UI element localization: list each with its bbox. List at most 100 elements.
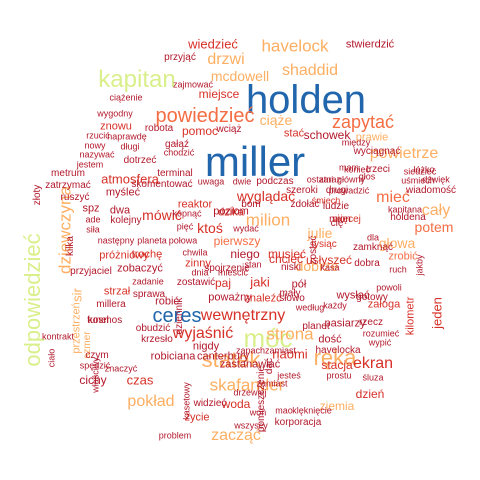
word-miejsce: przyjąć: [164, 52, 196, 63]
word-glowa: głowa: [378, 235, 416, 251]
word-rzecz: pasiarzy: [324, 317, 366, 330]
word-jestes: prostu: [326, 370, 352, 381]
word-robiciana: nigdy: [192, 340, 220, 353]
word-jakby: złoty: [32, 184, 43, 206]
word-zadanie: mieścić: [217, 267, 249, 278]
word-niego: paj: [214, 276, 232, 290]
word-julie: julie: [307, 225, 333, 241]
word-kazdy: wypić: [368, 337, 392, 348]
word-canterbury: robiciana: [150, 350, 196, 363]
word-sila: wydać: [233, 223, 259, 234]
word-dnia: zostawić: [176, 277, 216, 288]
word-podczas: dwie: [232, 176, 252, 187]
word-statek: statek: [201, 347, 261, 372]
word-zycie: woda: [221, 397, 251, 411]
word-dobra: wysłać: [336, 289, 370, 302]
word-wciaz: pomoc: [181, 124, 219, 138]
word-powoli: więcej: [333, 214, 361, 225]
word-rzucic: znowu: [100, 120, 132, 133]
word-millera: dnia: [191, 267, 209, 278]
word-naprawde: rzucić: [86, 130, 110, 141]
word-drzewiej: zamiast: [256, 378, 288, 389]
word-naomi: naomi: [272, 346, 308, 362]
word-lozko: siedzieć: [403, 166, 437, 177]
word-cie: kosmos: [87, 315, 123, 326]
word-powiedziec: powiedzieć: [155, 105, 255, 127]
word-dzwiek: uśmiech: [401, 175, 435, 186]
word-dac: zastanawiać: [219, 358, 281, 371]
word-wydac: kopnąć: [172, 208, 202, 219]
word-miec: mieć: [376, 189, 410, 206]
word-wiedziec: wiedzieć: [188, 36, 238, 52]
word-problem: korporacja: [274, 417, 322, 428]
word-wypic: rozumieć: [362, 328, 400, 339]
word-pierwszy: życie: [184, 411, 210, 424]
word-zinny: ktoś: [197, 220, 223, 236]
word-kolejny: ade: [85, 214, 101, 225]
word-kasa: stan: [244, 259, 262, 270]
word-maly: niski: [280, 262, 302, 273]
word-jaki: musieć: [267, 247, 307, 261]
word-havelocka: dość: [318, 333, 342, 346]
word-dotrzec: jestem: [76, 159, 104, 170]
word-ktos: chcieć: [268, 252, 304, 266]
word-dla: zamknąć: [352, 242, 394, 253]
word-spojrzenie: zinny: [185, 257, 211, 270]
word-galaz: metrum: [51, 168, 85, 179]
word-milion: milion: [245, 210, 291, 230]
word-cichy: kilometr: [404, 296, 417, 336]
word-metrum: nazywać: [79, 149, 115, 160]
word-rozumiec: problem: [158, 430, 192, 441]
word-wedlug: każdy: [323, 300, 347, 311]
word-miller: miller: [204, 138, 306, 185]
word-pasiarzy: gotowy: [356, 292, 388, 303]
word-mowic: czas: [126, 372, 154, 388]
word-planeta: następny: [97, 235, 135, 246]
word-znalezc: poważny: [208, 291, 252, 304]
word-nowy: naprawdę: [107, 131, 147, 142]
word-kapitan: kapitan: [98, 66, 176, 93]
word-holden: holden: [245, 78, 367, 122]
word-holdena: wiadomość: [405, 185, 457, 196]
word-drzwi: drzwi: [207, 51, 245, 68]
word-wszyscy: woń: [249, 407, 267, 418]
word-kapitana: holdena: [390, 212, 426, 223]
word-cialo: tunel: [87, 315, 109, 326]
word-mao: widzieć: [193, 398, 227, 409]
word-ruszyc: terminal: [157, 168, 193, 179]
word-zapachzamiast: havelocka: [315, 345, 361, 356]
word-planet: rzecz: [359, 317, 383, 328]
word-ziemia: cichy: [79, 373, 107, 387]
word-kasetowy: drzewiej: [233, 387, 267, 398]
word-strona: strona: [266, 324, 314, 344]
word-zastanawiac: zapachzamiast: [235, 345, 297, 356]
word-wyslac: cię: [330, 218, 344, 229]
word-zaraz: ostatni: [306, 174, 334, 185]
word-kilometr: jeden: [429, 297, 445, 329]
word-spz: atmosfera: [101, 171, 159, 187]
word-zamknac: powoli: [376, 282, 402, 293]
word-sprawa: strzał: [103, 285, 131, 298]
word-jestem: chodzić: [163, 147, 195, 158]
word-zobaczyc: przyjaciel: [70, 266, 112, 277]
word-ekran: ekran: [352, 355, 394, 372]
word-myslec: zatrzymać: [45, 180, 91, 191]
word-sir: mówić: [142, 207, 182, 223]
word-pusty: jakby: [414, 254, 425, 276]
word-zaczac: zacząć: [211, 427, 261, 444]
word-czas: prawie: [355, 131, 389, 144]
word-niski: trochę: [131, 248, 163, 261]
word-prawie: stać: [283, 127, 305, 140]
word-kilka: pół: [291, 278, 307, 291]
word-tunel: millera: [96, 299, 126, 310]
word-piec: kolejny: [110, 215, 142, 226]
word-widziec: kasetowy: [181, 382, 192, 420]
word-odpowiedziec[interactable]: odpowiedzieć: [20, 233, 45, 367]
word-ostatni: główny: [336, 174, 366, 185]
word-zamiast: jesteś: [277, 370, 301, 381]
word-zaloga: zrobić: [388, 250, 418, 263]
word-troche: próżniowy: [99, 249, 149, 262]
word-ruch: dla: [366, 232, 380, 243]
word-uslyszec: pierwszy: [213, 234, 261, 248]
word-usmiech: łóżko: [413, 164, 435, 175]
